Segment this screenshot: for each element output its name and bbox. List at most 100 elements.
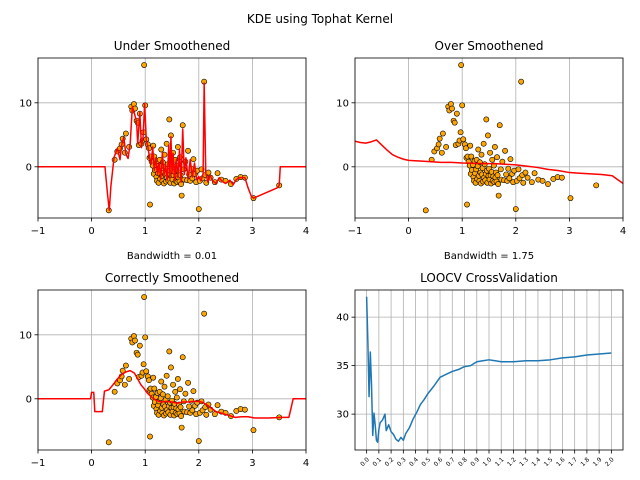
x-tick-label: −1 bbox=[31, 458, 46, 469]
x-tick-label: 2 bbox=[196, 458, 202, 469]
scatter-point bbox=[179, 354, 186, 361]
scatter-point bbox=[201, 310, 208, 317]
y-tick-label: 10 bbox=[336, 98, 349, 109]
x-tick-label: 0.4 bbox=[408, 456, 420, 468]
scatter-point bbox=[185, 147, 191, 154]
scatter-point bbox=[174, 144, 181, 150]
scatter-point bbox=[495, 192, 502, 199]
scatter-point bbox=[111, 388, 118, 395]
scatter-point bbox=[141, 62, 148, 68]
scatter-point bbox=[241, 406, 248, 413]
scatter-point bbox=[178, 192, 185, 199]
scatter-point bbox=[489, 156, 496, 163]
scatter-point bbox=[467, 142, 474, 149]
scatter-point bbox=[214, 402, 221, 409]
x-tick-label: 1.9 bbox=[592, 456, 604, 468]
scatter-point bbox=[158, 146, 165, 153]
scatter-point bbox=[422, 207, 429, 214]
scatter-point bbox=[460, 136, 467, 143]
scatter-point bbox=[182, 390, 189, 397]
scatter-point bbox=[528, 179, 535, 186]
x-tick-label: 2 bbox=[196, 226, 202, 237]
scatter-point bbox=[250, 427, 257, 434]
scatter-point bbox=[439, 130, 446, 137]
scatter-point bbox=[136, 342, 143, 349]
scatter-point bbox=[457, 129, 464, 136]
x-tick-label: −1 bbox=[31, 226, 46, 237]
scatter-point bbox=[190, 388, 197, 395]
scatter-point bbox=[163, 140, 170, 147]
plot-data-group bbox=[355, 62, 623, 214]
scatter-point bbox=[172, 388, 179, 395]
scatter-point bbox=[458, 62, 465, 68]
scatter-point bbox=[518, 78, 525, 85]
plot-data-group bbox=[38, 62, 306, 214]
x-tick-label: 0.7 bbox=[445, 456, 457, 468]
scatter-point bbox=[141, 294, 148, 300]
x-tick-label: 1 bbox=[459, 226, 465, 237]
subplot-under-smoothened: −1 0 1 2 3 4 0 10 Under Smoothened Bandwidth = 0.… bbox=[19, 39, 309, 262]
scatter-point bbox=[174, 376, 181, 382]
y-tick-label: 35 bbox=[336, 361, 349, 372]
scatter-point bbox=[545, 181, 551, 187]
scatter-point bbox=[151, 385, 158, 392]
x-tick-label: 1.1 bbox=[494, 456, 506, 468]
scatter-point bbox=[478, 151, 485, 158]
figure-suptitle: KDE using Tophat Kernel bbox=[247, 12, 393, 26]
x-tick-label: 4 bbox=[303, 226, 309, 237]
scatter-point bbox=[449, 105, 455, 112]
x-axis-label: Bandwidth = 1.75 bbox=[444, 251, 534, 262]
y-tick-label: 10 bbox=[19, 330, 32, 341]
scatter-point bbox=[142, 334, 149, 341]
scatter-point bbox=[195, 438, 202, 444]
scatter-point bbox=[178, 413, 185, 419]
scatter-point bbox=[168, 364, 174, 371]
scatter-point bbox=[173, 394, 180, 401]
x-tick-label: 3 bbox=[249, 226, 255, 237]
scatter-point bbox=[179, 122, 186, 129]
scatter-point bbox=[464, 201, 470, 208]
subplot-loocv-crossvalidation: 0.0 0.1 0.2 0.3 0.4 0.5 0.6 0.7 0.8 0.9 1.0 1.1 1.2 1… bbox=[336, 271, 624, 468]
x-tick-label: 0.8 bbox=[457, 456, 469, 468]
x-tick-label: 0.3 bbox=[396, 456, 408, 468]
scatter-point bbox=[132, 337, 138, 344]
scatter-point bbox=[436, 135, 443, 142]
subplot-title: Under Smoothened bbox=[114, 39, 230, 53]
scatter-point bbox=[177, 386, 183, 393]
scatter-point bbox=[147, 201, 153, 208]
kde-line bbox=[38, 82, 306, 212]
scatter-point bbox=[463, 145, 469, 152]
scatter-point bbox=[491, 144, 498, 150]
scatter-point bbox=[531, 170, 538, 177]
x-tick-label: 0.9 bbox=[469, 456, 481, 468]
scatter-point bbox=[505, 165, 512, 172]
x-tick-label: 1.5 bbox=[543, 456, 555, 468]
scatter-point bbox=[146, 377, 152, 384]
scatter-point bbox=[185, 379, 191, 386]
scatter-point bbox=[495, 181, 502, 187]
scatter-point bbox=[166, 348, 173, 355]
y-tick-label: 0 bbox=[26, 394, 32, 405]
axes-frame bbox=[37, 57, 307, 219]
x-tick-label: 0.2 bbox=[384, 456, 396, 468]
scatter-point bbox=[143, 368, 150, 375]
kde-line bbox=[355, 139, 623, 185]
x-tick-label: −1 bbox=[348, 226, 363, 237]
cv-score-line bbox=[365, 296, 612, 443]
scatter-point bbox=[186, 403, 193, 410]
scatter-point bbox=[503, 171, 510, 178]
x-tick-label: 2.0 bbox=[604, 456, 616, 468]
scatter-point bbox=[214, 170, 221, 177]
x-tick-label: 0.0 bbox=[359, 456, 371, 468]
scatter-point bbox=[159, 391, 166, 398]
scatter-point bbox=[150, 374, 157, 381]
scatter-point bbox=[166, 116, 173, 123]
axes-frame bbox=[354, 57, 624, 219]
scatter-point bbox=[497, 166, 504, 173]
x-axis-label: Bandwidth = 0.01 bbox=[127, 251, 217, 262]
y-tick-label: 0 bbox=[343, 162, 349, 173]
scatter-point bbox=[105, 439, 112, 446]
x-tick-label: 2 bbox=[513, 226, 519, 237]
scatter-point bbox=[164, 393, 171, 400]
